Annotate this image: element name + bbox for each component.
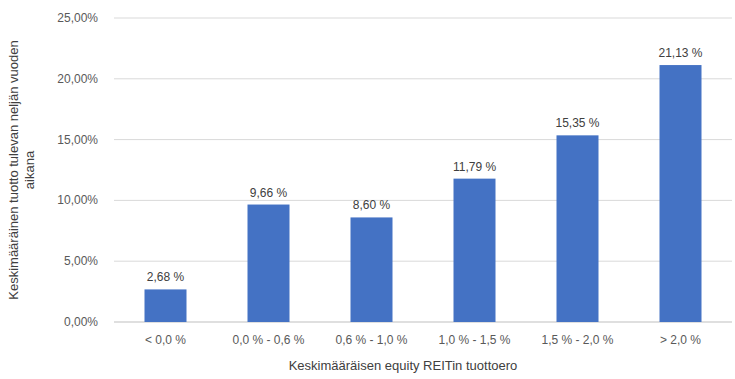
data-label: 11,79 % [453,160,496,174]
data-label: 8,60 % [353,198,391,212]
y-tick-label: 20,00% [57,72,98,86]
y-tick-label: 10,00% [57,193,98,207]
bars [145,65,702,322]
grid-line [114,18,732,19]
chart: 0,00% 5,00% 10,00% 15,00% 20,00% 25,00% 2,68 %… [0,0,735,379]
y-tick-label: 0,00% [64,315,98,329]
data-label: 9,66 % [250,186,288,200]
y-tick-label: 5,00% [64,254,98,268]
y-tick-label: 25,00% [57,11,98,25]
x-tick-label: > 2,0 % [660,333,701,347]
x-tick-label: 0,0 % - 0,6 % [232,333,304,347]
grid-line [114,261,732,262]
bar [557,135,599,322]
x-axis-label: Keskimääräisen equity REITin tuottoero [289,358,518,373]
y-tick-label: 15,00% [57,133,98,147]
x-tick-label: 1,5 % - 2,0 % [541,333,613,347]
grid-line [114,200,732,201]
bar [351,217,393,322]
data-label: 2,68 % [147,270,185,284]
grid [114,18,732,322]
x-tick-label: 0,6 % - 1,0 % [335,333,407,347]
data-label: 21,13 % [658,46,702,60]
y-axis-label: Keskimääräinen tuotto tulevan neljän vuo… [6,40,37,299]
grid-line [114,322,732,323]
grid-line [114,139,732,140]
data-label: 15,35 % [555,116,599,130]
bar [660,65,702,322]
x-tick-label: 1,0 % - 1,5 % [438,333,510,347]
grid-line [114,78,732,79]
x-tick-label: < 0,0 % [145,333,186,347]
bar [248,205,290,322]
bar [454,179,496,322]
bar [145,289,187,322]
